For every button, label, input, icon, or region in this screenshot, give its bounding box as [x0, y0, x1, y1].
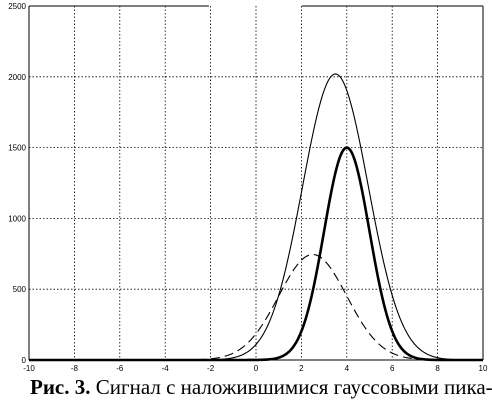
x-tick-label-4: -2 — [207, 364, 215, 372]
x-tick-label-3: -4 — [162, 364, 170, 372]
y-tick-label-2: 1000 — [8, 214, 26, 223]
y-tick-label-1: 500 — [13, 285, 27, 294]
caption-text: Сигнал с наложившимися гауссовыми пика- — [95, 375, 492, 399]
x-tick-label-1: -8 — [71, 364, 79, 372]
x-tick-label-10: 10 — [479, 364, 488, 372]
y-tick-label-3: 1500 — [8, 144, 26, 153]
x-tick-label-8: 6 — [390, 364, 395, 372]
y-tick-label-4: 2000 — [8, 73, 26, 82]
chart: -10 -8 -6 -4 -2 0 2 4 6 8 10 0 500 1000 1500 2000 2500 — [8, 2, 488, 372]
x-tick-label-5: 0 — [254, 364, 259, 372]
tick-labels: -10 -8 -6 -4 -2 0 2 4 6 8 10 0 500 1000 1500 2000 2500 — [8, 2, 488, 372]
grid — [29, 6, 483, 360]
axes — [28, 5, 484, 361]
x-tick-label-0: -10 — [23, 364, 35, 372]
x-tick-label-6: 2 — [299, 364, 304, 372]
caption-label: Рис. 3. — [30, 375, 91, 399]
y-tick-label-0: 0 — [22, 356, 27, 365]
y-tick-label-5: 2500 — [8, 2, 26, 11]
figure-caption: Рис. 3. Сигнал с наложившимися гауссовым… — [30, 374, 492, 400]
x-tick-label-2: -6 — [116, 364, 124, 372]
x-tick-label-9: 8 — [435, 364, 440, 372]
x-tick-label-7: 4 — [345, 364, 350, 372]
